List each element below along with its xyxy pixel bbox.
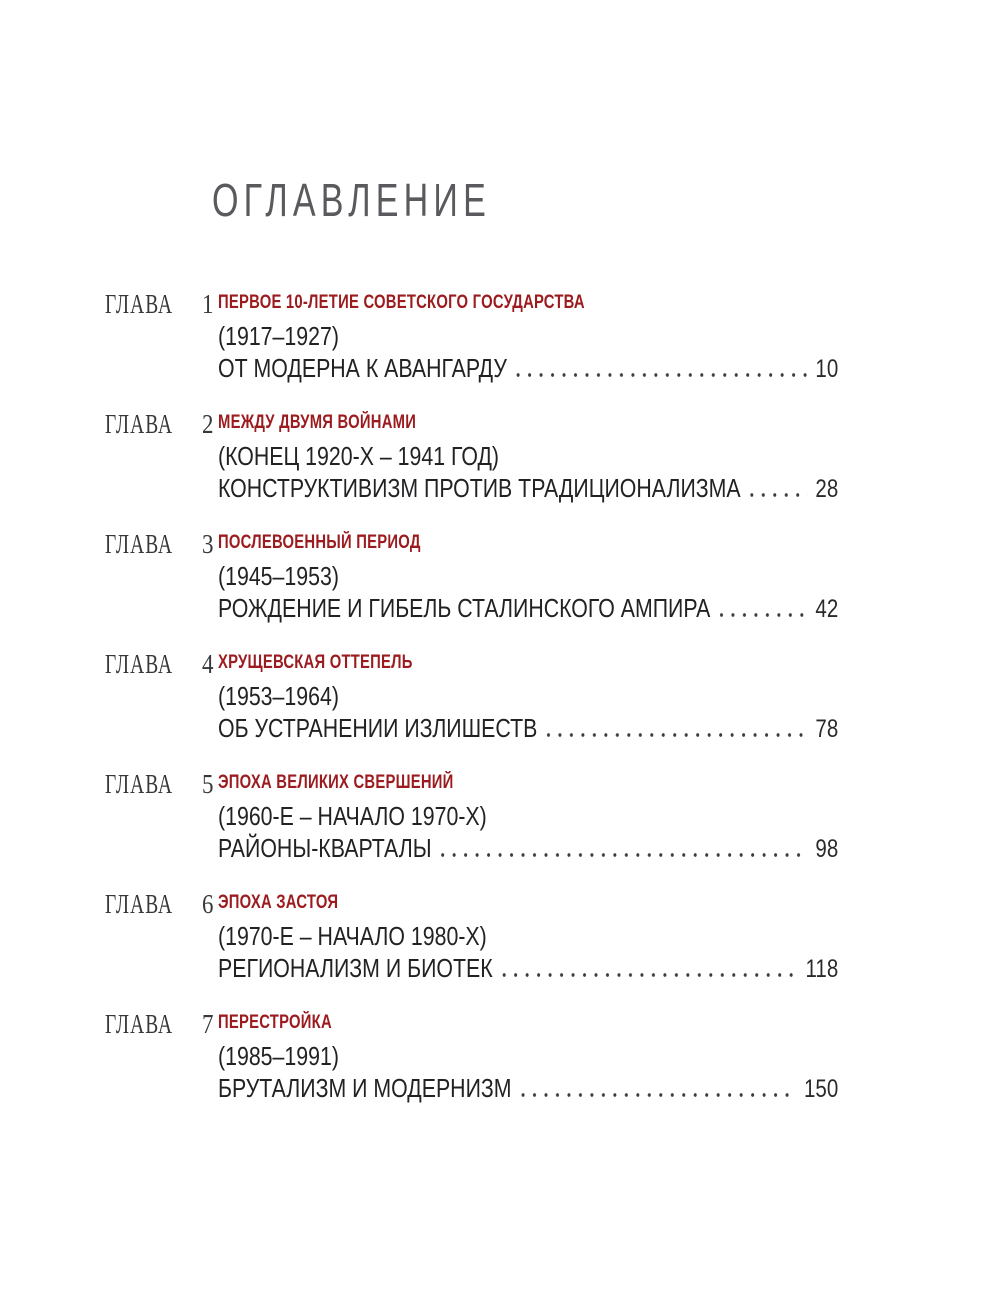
chapter-label-word: ГЛАВА [105, 649, 174, 679]
chapter-label: ГЛАВА 1 [105, 288, 218, 320]
chapter-heading: ЭПОХА ЗАСТОЯ [218, 892, 339, 913]
chapter-label-word: ГЛАВА [105, 769, 174, 799]
chapter-label-word: ГЛАВА [105, 889, 174, 919]
chapter-years: (1945–1953) [218, 561, 339, 591]
chapter-title: ОБ УСТРАНЕНИИ ИЗЛИШЕСТВ [218, 713, 538, 743]
chapter-label-word: ГЛАВА [105, 1009, 174, 1039]
chapter-years: (1985–1991) [218, 1041, 339, 1071]
chapter-page-number: 118 [805, 955, 839, 983]
chapter-label-word: ГЛАВА [105, 409, 174, 439]
dot-leader [547, 712, 808, 744]
chapter-entry-body: ПЕРЕСТРОЙКА (1985–1991) БРУТАЛИЗМ И МОДЕ… [218, 1008, 838, 1104]
toc-entry: ГЛАВА 1 ПЕРВОЕ 10-ЛЕТИЕ СОВЕТСКОГО ГОСУД… [105, 288, 838, 384]
chapter-heading: ЭПОХА ВЕЛИКИХ СВЕРШЕНИЙ [218, 772, 454, 793]
chapter-label: ГЛАВА 3 [105, 528, 218, 560]
dot-leader [521, 1072, 796, 1104]
chapter-page-number: 98 [815, 835, 839, 863]
chapter-label: ГЛАВА 6 [105, 888, 218, 920]
chapter-heading: ХРУЩЕВСКАЯ ОТТЕПЕЛЬ [218, 652, 413, 673]
chapter-number: 6 [201, 889, 214, 919]
chapter-years: (1960-Е – НАЧАЛО 1970-Х) [218, 801, 487, 831]
chapter-page-number: 78 [815, 715, 839, 743]
chapter-years: (1970-Е – НАЧАЛО 1980-Х) [218, 921, 487, 951]
chapter-title-row: ОБ УСТРАНЕНИИ ИЗЛИШЕСТВ 78 [218, 712, 838, 744]
chapter-number: 4 [201, 649, 214, 679]
chapter-page-number: 28 [815, 475, 839, 503]
dot-leader [441, 832, 808, 864]
chapter-heading: ПЕРВОЕ 10-ЛЕТИЕ СОВЕТСКОГО ГОСУДАРСТВА [218, 292, 585, 313]
chapter-title-row: РАЙОНЫ-КВАРТАЛЫ 98 [218, 832, 838, 864]
dot-leader [502, 952, 798, 984]
dot-leader [720, 592, 808, 624]
chapter-heading: ПОСЛЕВОЕННЫЙ ПЕРИОД [218, 532, 421, 553]
chapter-title: РЕГИОНАЛИЗМ И БИОТЕК [218, 953, 493, 983]
chapter-number: 7 [201, 1009, 214, 1039]
toc-entry: ГЛАВА 5 ЭПОХА ВЕЛИКИХ СВЕРШЕНИЙ (1960-Е … [105, 768, 838, 864]
chapter-entry-body: МЕЖДУ ДВУМЯ ВОЙНАМИ (КОНЕЦ 1920-Х – 1941… [218, 408, 838, 504]
chapter-title: РАЙОНЫ-КВАРТАЛЫ [218, 833, 432, 863]
chapter-entry-body: ЭПОХА ВЕЛИКИХ СВЕРШЕНИЙ (1960-Е – НАЧАЛО… [218, 768, 838, 864]
chapter-title-row: РЕГИОНАЛИЗМ И БИОТЕК 118 [218, 952, 838, 984]
chapter-page-number: 150 [804, 1075, 839, 1103]
chapter-years: (1917–1927) [218, 321, 339, 351]
page-title: ОГЛАВЛЕНИЕ [212, 173, 491, 226]
toc-entry: ГЛАВА 4 ХРУЩЕВСКАЯ ОТТЕПЕЛЬ (1953–1964) … [105, 648, 838, 744]
chapter-title-row: БРУТАЛИЗМ И МОДЕРНИЗМ 150 [218, 1072, 838, 1104]
chapter-page-number: 10 [815, 355, 839, 383]
toc-entry: ГЛАВА 2 МЕЖДУ ДВУМЯ ВОЙНАМИ (КОНЕЦ 1920-… [105, 408, 838, 504]
chapter-number: 5 [201, 769, 214, 799]
table-of-contents: ГЛАВА 1 ПЕРВОЕ 10-ЛЕТИЕ СОВЕТСКОГО ГОСУД… [105, 288, 838, 1128]
chapter-title-row: КОНСТРУКТИВИЗМ ПРОТИВ ТРАДИЦИОНАЛИЗМА 28 [218, 472, 838, 504]
dot-leader [750, 472, 808, 504]
chapter-number: 1 [201, 289, 214, 319]
chapter-number: 2 [201, 409, 214, 439]
chapter-title-row: ОТ МОДЕРНА К АВАНГАРДУ 10 [218, 352, 838, 384]
chapter-label-word: ГЛАВА [105, 529, 174, 559]
chapter-entry-body: ПОСЛЕВОЕННЫЙ ПЕРИОД (1945–1953) РОЖДЕНИЕ… [218, 528, 838, 624]
chapter-label: ГЛАВА 7 [105, 1008, 218, 1040]
toc-entry: ГЛАВА 6 ЭПОХА ЗАСТОЯ (1970-Е – НАЧАЛО 19… [105, 888, 838, 984]
chapter-heading: ПЕРЕСТРОЙКА [218, 1012, 332, 1033]
dot-leader [516, 352, 808, 384]
chapter-entry-body: ЭПОХА ЗАСТОЯ (1970-Е – НАЧАЛО 1980-Х) РЕ… [218, 888, 838, 984]
chapter-title: КОНСТРУКТИВИЗМ ПРОТИВ ТРАДИЦИОНАЛИЗМА [218, 473, 741, 503]
chapter-title: РОЖДЕНИЕ И ГИБЕЛЬ СТАЛИНСКОГО АМПИРА [218, 593, 711, 623]
chapter-label: ГЛАВА 2 [105, 408, 218, 440]
chapter-heading: МЕЖДУ ДВУМЯ ВОЙНАМИ [218, 412, 417, 433]
toc-entry: ГЛАВА 3 ПОСЛЕВОЕННЫЙ ПЕРИОД (1945–1953) … [105, 528, 838, 624]
chapter-title-row: РОЖДЕНИЕ И ГИБЕЛЬ СТАЛИНСКОГО АМПИРА 42 [218, 592, 838, 624]
chapter-label-word: ГЛАВА [105, 289, 174, 319]
toc-entry: ГЛАВА 7 ПЕРЕСТРОЙКА (1985–1991) БРУТАЛИЗ… [105, 1008, 838, 1104]
chapter-years: (КОНЕЦ 1920-Х – 1941 ГОД) [218, 441, 499, 471]
chapter-number: 3 [201, 529, 214, 559]
chapter-title: ОТ МОДЕРНА К АВАНГАРДУ [218, 353, 507, 383]
chapter-entry-body: ПЕРВОЕ 10-ЛЕТИЕ СОВЕТСКОГО ГОСУДАРСТВА (… [218, 288, 838, 384]
chapter-label: ГЛАВА 4 [105, 648, 218, 680]
chapter-label: ГЛАВА 5 [105, 768, 218, 800]
chapter-page-number: 42 [815, 595, 839, 623]
chapter-years: (1953–1964) [218, 681, 339, 711]
chapter-title: БРУТАЛИЗМ И МОДЕРНИЗМ [218, 1073, 512, 1103]
chapter-entry-body: ХРУЩЕВСКАЯ ОТТЕПЕЛЬ (1953–1964) ОБ УСТРА… [218, 648, 838, 744]
